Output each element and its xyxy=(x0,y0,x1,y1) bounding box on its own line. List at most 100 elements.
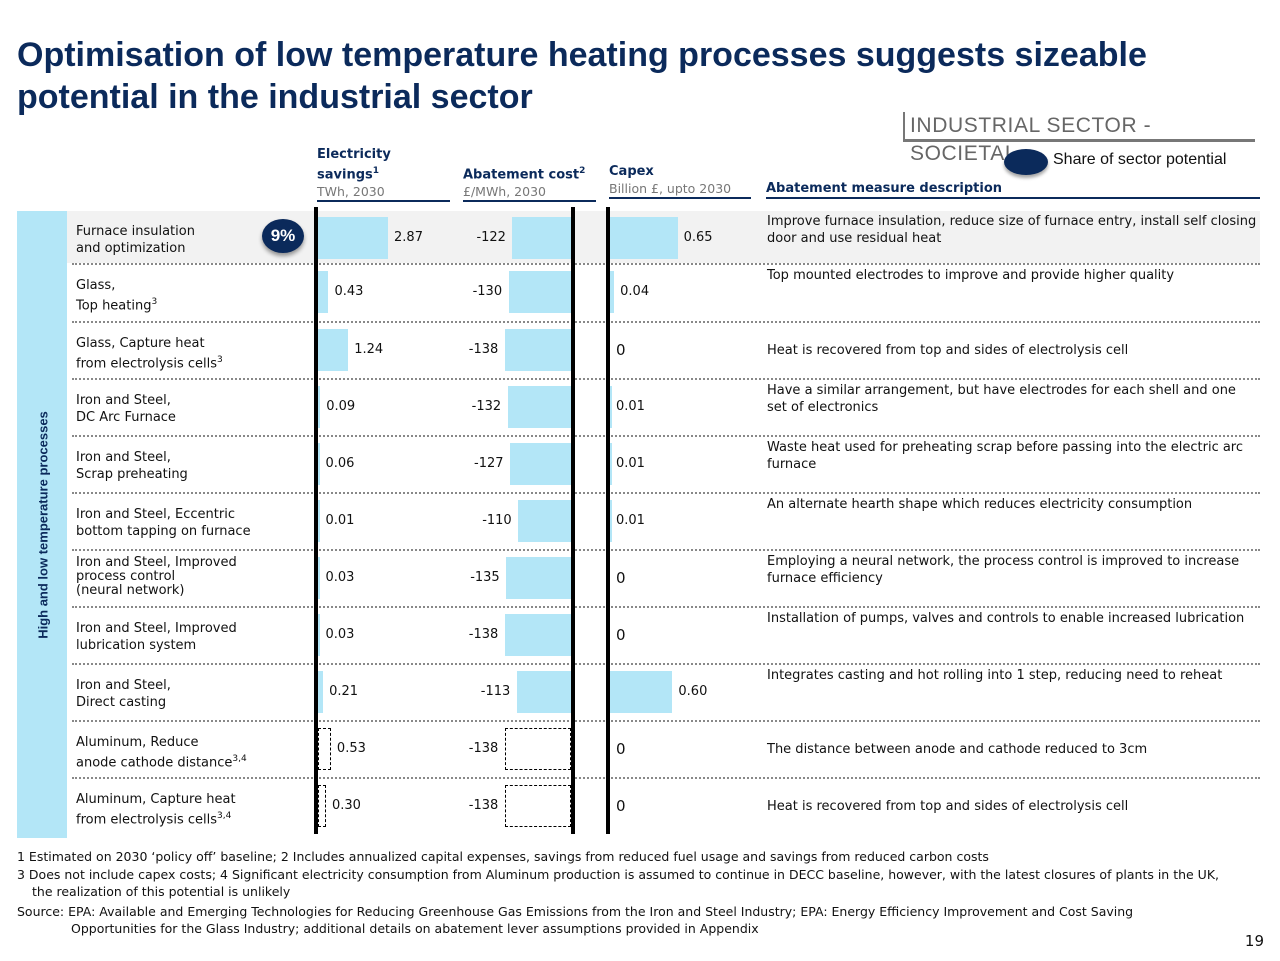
row-label-line: Iron and Steel, Improved xyxy=(76,555,237,570)
abatement-header-sup: 2 xyxy=(579,166,586,176)
measure-description: Improve furnace insulation, reduce size … xyxy=(767,214,1257,246)
measure-description: Installation of pumps, valves and contro… xyxy=(767,611,1245,626)
row-label: Iron and Steel, Eccentric bottom tapping … xyxy=(76,506,256,540)
footnote-1: 1 Estimated on 2030 ‘policy off’ baselin… xyxy=(17,849,989,864)
electricity-value: 0.06 xyxy=(325,456,355,471)
row-separator xyxy=(72,777,1260,779)
electricity-value: 0.43 xyxy=(334,284,364,299)
capex-bar xyxy=(610,671,673,713)
capex-value: 0 xyxy=(616,797,626,815)
electricity-value: 2.87 xyxy=(394,230,423,245)
abatement-cost-value: -138 xyxy=(468,798,499,813)
page-title: Optimisation of low temperature heating … xyxy=(17,36,1147,116)
category-label: High and low temperature processes xyxy=(35,411,51,639)
abatement-column-header: Abatement cost2 £/MWh, 2030 xyxy=(463,163,596,203)
abatement-unit: £/MWh, 2030 xyxy=(463,184,546,200)
row-label-line: bottom tapping on furnace xyxy=(76,524,251,539)
abatement-cost-bar xyxy=(504,614,571,656)
row-separator xyxy=(72,663,1260,665)
category-band xyxy=(17,211,67,838)
electricity-value: 0.30 xyxy=(332,798,361,813)
electricity-value: 0.03 xyxy=(325,570,355,585)
source-line-1: Source: EPA: Available and Emerging Tech… xyxy=(17,904,1134,919)
capex-value: 0 xyxy=(616,569,626,587)
capex-value: 0 xyxy=(616,341,626,359)
row-label-line: Scrap preheating xyxy=(76,467,188,482)
electricity-bar xyxy=(318,443,320,485)
row-label: Iron and Steel, Improved process control(… xyxy=(76,556,256,598)
row-label: Glass, Top heating3 xyxy=(76,277,256,314)
abatement-cost-value: -138 xyxy=(468,627,499,642)
row-label: Glass, Capture heat from electrolysis cel… xyxy=(76,335,256,372)
electricity-value: 1.24 xyxy=(354,342,384,357)
row-label: Iron and Steel, Scrap preheating xyxy=(76,449,256,483)
row-separator xyxy=(72,263,1260,265)
capex-column-header: Capex Billion £, upto 2030 xyxy=(609,163,751,199)
measure-description: Top mounted electrodes to improve and pr… xyxy=(767,268,1175,283)
abatement-cost-value: -132 xyxy=(471,399,502,414)
electricity-bar xyxy=(318,329,349,371)
capex-value: 0.60 xyxy=(678,684,708,699)
abatement-cost-value: -110 xyxy=(482,513,512,528)
electricity-bar xyxy=(318,614,320,656)
electricity-value: 0.09 xyxy=(326,399,356,414)
capex-bar xyxy=(610,386,612,428)
row-separator xyxy=(72,321,1260,323)
row-separator xyxy=(72,720,1260,722)
abatement-cost-bar xyxy=(504,728,571,770)
electricity-bar xyxy=(318,217,389,259)
electricity-axis xyxy=(314,207,318,834)
page-number: 19 xyxy=(1244,932,1264,950)
electricity-unit: TWh, 2030 xyxy=(317,184,385,200)
measure-description: Heat is recovered from top and sides of … xyxy=(767,799,1129,814)
measure-description: Heat is recovered from top and sides of … xyxy=(767,343,1129,358)
abatement-cost-value: -138 xyxy=(468,342,499,357)
row-label: Aluminum, Reduce anode cathode distance3,… xyxy=(76,734,256,771)
row-label-line: Aluminum, Reduce xyxy=(76,735,199,750)
row-label-line: Glass, Capture heat xyxy=(76,336,205,351)
electricity-value: 0.21 xyxy=(329,684,359,699)
electricity-bar xyxy=(318,671,324,713)
electricity-value: 0.03 xyxy=(325,627,355,642)
abatement-cost-value: -138 xyxy=(468,741,499,756)
row-label-line: Iron and Steel, Eccentric xyxy=(76,507,235,522)
abatement-cost-bar xyxy=(512,217,571,259)
row-separator xyxy=(72,606,1260,608)
row-label-line: process control xyxy=(76,569,176,584)
row-label-line: DC Arc Furnace xyxy=(76,410,176,425)
capex-bar xyxy=(610,271,615,313)
row-label-sup: 3 xyxy=(151,297,158,307)
electricity-bar xyxy=(318,728,331,770)
electricity-value: 0.53 xyxy=(336,741,366,756)
row-label: Iron and Steel, DC Arc Furnace xyxy=(76,392,256,426)
electricity-bar xyxy=(318,271,329,313)
row-separator xyxy=(72,549,1260,551)
capex-value: 0 xyxy=(616,740,626,758)
share-legend-marker xyxy=(1004,149,1048,175)
abatement-cost-bar xyxy=(506,557,571,599)
measure-description: The distance between anode and cathode r… xyxy=(767,742,1148,757)
capex-header-title: Capex xyxy=(609,164,654,179)
share-of-sector-badge: 9% xyxy=(262,219,304,253)
abatement-axis xyxy=(571,207,575,834)
measure-description: An alternate hearth shape which reduces … xyxy=(767,497,1193,512)
abatement-header-title: Abatement cost xyxy=(463,167,580,183)
row-label: Iron and Steel, Direct casting xyxy=(76,677,256,711)
source-line-2: Opportunities for the Glass Industry; ad… xyxy=(71,921,759,936)
abatement-cost-bar xyxy=(504,329,571,371)
row-label-line: from electrolysis cells xyxy=(76,812,217,828)
abatement-cost-bar xyxy=(516,671,571,713)
row-separator xyxy=(72,435,1260,437)
row-separator xyxy=(72,378,1260,380)
abatement-cost-bar xyxy=(510,443,571,485)
capex-value: 0.01 xyxy=(616,513,645,528)
row-label-sup: 3,4 xyxy=(217,811,232,821)
capex-value: 0.01 xyxy=(616,399,645,414)
row-label-line: Glass, xyxy=(76,278,116,293)
row-label-line: and optimization xyxy=(76,241,186,256)
row-label-line: lubrication system xyxy=(76,638,197,653)
electricity-value: 0.01 xyxy=(325,513,355,528)
capex-value: 0.01 xyxy=(616,456,645,471)
description-column-header: Abatement measure description xyxy=(766,180,1260,199)
footnote-3: the realization of this potential is unl… xyxy=(32,884,291,899)
